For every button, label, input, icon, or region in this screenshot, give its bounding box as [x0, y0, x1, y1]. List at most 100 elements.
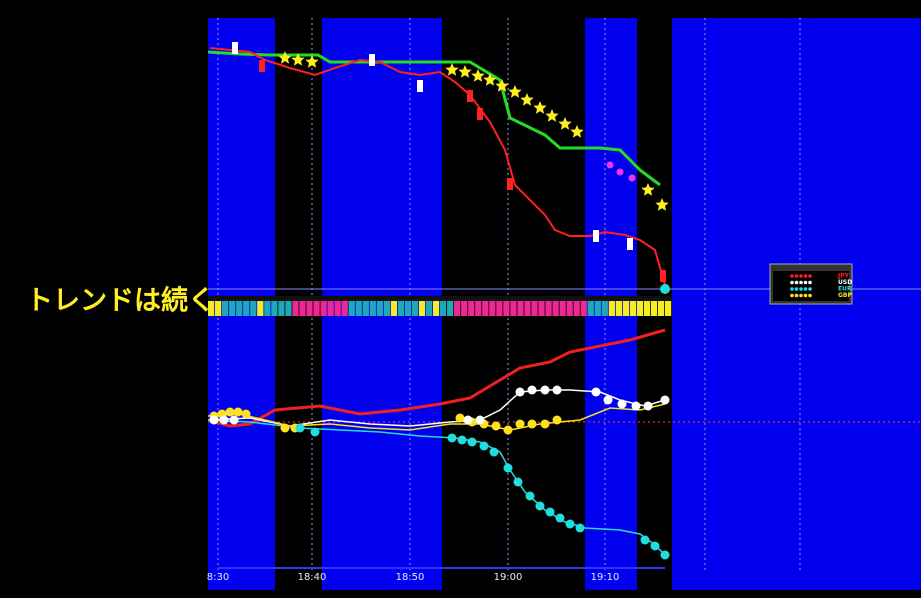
dot — [241, 409, 251, 419]
panel-dot — [803, 293, 808, 298]
strip-cell — [475, 301, 482, 316]
dot — [540, 385, 550, 395]
star — [495, 79, 509, 92]
jpy-line — [207, 328, 666, 428]
dot — [660, 550, 670, 560]
strip-cell — [482, 301, 489, 316]
strip-cell — [236, 301, 243, 316]
candle — [593, 230, 599, 242]
marker — [606, 161, 614, 169]
strip-cell — [327, 301, 334, 316]
strip-cell — [425, 301, 433, 316]
strip-cell — [566, 301, 573, 316]
dot — [650, 541, 660, 551]
currency-label: JPY — [837, 273, 850, 280]
strip-cell — [587, 301, 594, 316]
strip-cell — [461, 301, 468, 316]
dot — [209, 415, 219, 425]
strip-cell — [531, 301, 538, 316]
strip-cell — [411, 301, 419, 316]
dot — [515, 419, 525, 429]
dot — [603, 395, 613, 405]
strip-cell — [362, 301, 369, 316]
star — [508, 85, 522, 98]
dot — [643, 401, 653, 411]
time-label: 19:10 — [591, 572, 620, 583]
strip-cell — [432, 301, 440, 316]
dot — [503, 463, 513, 473]
star — [483, 73, 497, 86]
panel-dot — [808, 287, 812, 291]
strip-cell — [636, 301, 644, 316]
strip-cell — [580, 301, 587, 316]
dot — [545, 507, 555, 517]
panel-dot — [794, 274, 799, 278]
time-label: 18:50 — [396, 572, 425, 583]
strip-cell — [552, 301, 559, 316]
time-label: 8:30 — [207, 572, 229, 583]
strip-cell — [376, 301, 383, 316]
candle — [467, 90, 473, 102]
dot — [295, 423, 305, 433]
strip-cell — [608, 301, 615, 316]
strip-cell — [390, 301, 398, 316]
panel-dot — [794, 287, 799, 291]
candle — [417, 80, 423, 92]
dot — [535, 501, 545, 511]
panel-dot — [794, 293, 799, 298]
panel-dot — [808, 274, 812, 278]
strip-cell — [622, 301, 630, 316]
current-price — [660, 284, 670, 294]
strip-cell — [271, 301, 278, 316]
star — [291, 53, 305, 66]
panel-dot — [799, 293, 803, 298]
strip-cell — [257, 301, 264, 316]
strip-cell — [355, 301, 362, 316]
strip-cell — [664, 301, 672, 316]
star — [570, 125, 584, 138]
dot — [233, 407, 243, 417]
strip-cell — [440, 301, 447, 316]
panel-dot — [794, 280, 799, 285]
strip-cell — [650, 301, 658, 316]
dot — [515, 387, 525, 397]
dot — [447, 433, 457, 443]
dot — [552, 415, 562, 425]
currency-label: USD — [838, 279, 852, 286]
strip-cell — [299, 301, 306, 316]
dot — [565, 519, 575, 529]
dot — [491, 421, 501, 431]
star — [278, 51, 292, 64]
strip-cell — [334, 301, 341, 316]
strip-cell — [517, 301, 524, 316]
currency-label: EUR — [838, 286, 852, 293]
strip-header — [208, 296, 672, 301]
strip-cell — [657, 301, 665, 316]
currency-dots — [209, 385, 670, 560]
dot — [591, 387, 601, 397]
panel-dot — [803, 274, 808, 278]
strip-cell — [545, 301, 552, 316]
dot — [219, 415, 229, 425]
strip-cell — [243, 301, 250, 316]
panel-dot — [799, 274, 803, 278]
dot — [513, 477, 523, 487]
star — [471, 69, 485, 82]
strip-cell — [320, 301, 327, 316]
strip-cell — [454, 301, 461, 316]
panel-dot — [808, 280, 812, 285]
candle — [259, 60, 265, 72]
strip-cell — [383, 301, 390, 316]
strip-cell — [496, 301, 503, 316]
dot — [540, 419, 550, 429]
strip-cell — [468, 301, 475, 316]
candles — [232, 42, 666, 282]
dot — [503, 425, 513, 435]
strip-cell — [313, 301, 320, 316]
dot — [527, 419, 537, 429]
strip-cell — [348, 301, 355, 316]
dot — [525, 491, 535, 501]
strip-cell — [285, 301, 292, 316]
dot — [310, 427, 320, 437]
